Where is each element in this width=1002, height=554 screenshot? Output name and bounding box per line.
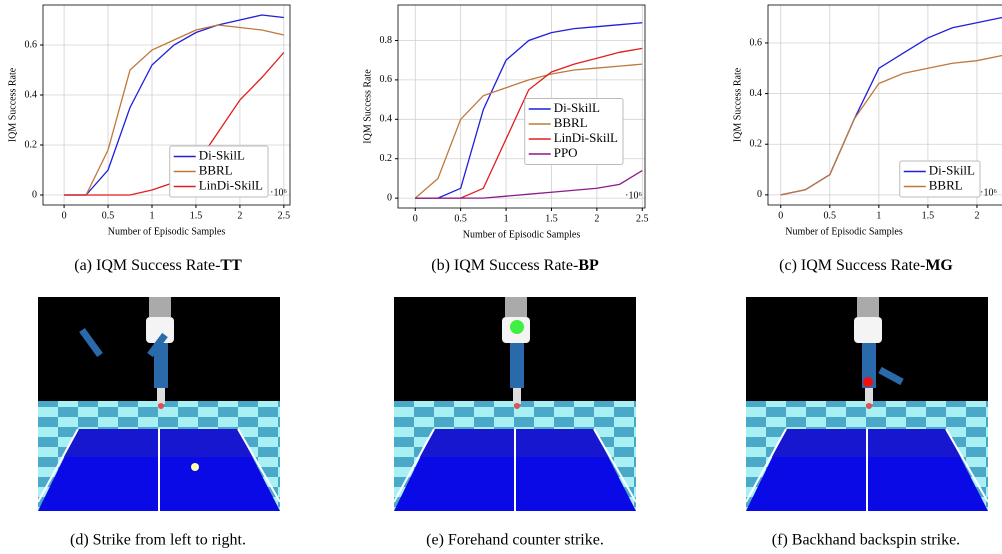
x-tick-label: 1 [504, 213, 509, 224]
image-e [393, 296, 637, 512]
y-axis-title: IQM Success Rate [7, 67, 18, 142]
legend-frame [169, 145, 269, 198]
caption-text: (b) IQM Success Rate- [431, 257, 578, 274]
chart-caption: (a) IQM Success Rate-TT [74, 257, 242, 274]
caption-bold: MG [925, 257, 953, 274]
x-tick-label: 0.5 [824, 210, 837, 221]
legend-label: Di-SkilL [554, 100, 600, 115]
y-tick-label: 0.2 [380, 153, 393, 164]
y-tick-label: 0 [32, 189, 37, 200]
charts: 0 0.2 0.4 0.6 0 0.5 1 1.5 2 2.5 Number of Episodic… [7, 4, 1002, 240]
image-d [37, 296, 281, 512]
x-tick-label: 1 [876, 210, 881, 221]
legend-label: Di-SkilL [929, 162, 975, 177]
x-axis-title: Number of Episodic Samples [108, 226, 226, 237]
legend-label: LinDi-SkilL [199, 177, 263, 192]
chart-caption: (b) IQM Success Rate-BP [431, 257, 599, 274]
chart-caption: (c) IQM Success Rate-MG [779, 257, 953, 274]
y-tick-label: 0 [757, 189, 762, 200]
line-series [414, 63, 643, 199]
x-tick-label: 2 [594, 213, 599, 224]
line-series [415, 22, 643, 199]
legend-label: PPO [554, 145, 578, 160]
x-axis-title: Number of Episodic Samples [463, 229, 581, 240]
y-tick-label: 0.4 [750, 88, 763, 99]
plot-frame [42, 4, 291, 206]
chart: 0 0.2 0.4 0.6 0.8 0 0.5 1 1.5 2 2.5 Number of Episo… [362, 4, 649, 240]
plot-frame [397, 4, 646, 209]
y-tick-label: 0.6 [750, 37, 763, 48]
line-series [64, 24, 284, 196]
legend-label: BBRL [929, 177, 963, 192]
legend-label: BBRL [199, 162, 233, 177]
line-series [64, 14, 284, 196]
x-scale-label: ·10⁶ [980, 187, 997, 198]
y-tick-label: 0.8 [380, 35, 393, 46]
y-tick-label: 0.4 [380, 114, 393, 125]
x-tick-label: 2.5 [278, 210, 291, 221]
chart: 0 0.2 0.4 0.6 0 0.5 1 1.5 2 Number of Episodic Sa… [732, 4, 1002, 237]
x-tick-label: 0.5 [454, 213, 467, 224]
x-axis-title: Number of Episodic Samples [785, 226, 903, 237]
legend-frame [899, 160, 981, 198]
line-series [780, 54, 1002, 196]
image-f [745, 296, 989, 512]
x-tick-label: 2.5 [636, 213, 649, 224]
image-caption: (d) Strike from left to right. [70, 532, 246, 549]
x-tick-label: 0 [413, 213, 418, 224]
y-tick-label: 0.2 [750, 139, 763, 150]
legend-label: LinDi-SkilL [554, 130, 618, 145]
x-scale-label: ·10⁶ [625, 190, 642, 201]
legend-frame [524, 98, 624, 165]
x-tick-label: 0.5 [102, 210, 115, 221]
image-caption: (e) Forehand counter strike. [426, 532, 604, 549]
x-tick-label: 1.5 [922, 210, 935, 221]
x-scale-label: ·10⁶ [270, 187, 287, 198]
y-tick-label: 0.2 [25, 139, 38, 150]
x-tick-label: 1.5 [190, 210, 203, 221]
y-axis-title: IQM Success Rate [732, 67, 743, 142]
x-tick-label: 1 [149, 210, 154, 221]
caption-text: (c) IQM Success Rate- [779, 257, 925, 274]
x-tick-label: 1.5 [545, 213, 558, 224]
caption-bold: BP [578, 257, 599, 274]
line-series [415, 169, 643, 199]
y-tick-label: 0 [387, 192, 392, 203]
x-tick-label: 2 [974, 210, 979, 221]
x-tick-label: 2 [237, 210, 242, 221]
caption-text: (a) IQM Success Rate- [74, 257, 220, 274]
image-caption: (f) Backhand backspin strike. [772, 532, 960, 549]
chart: 0 0.2 0.4 0.6 0 0.5 1 1.5 2 2.5 Number of Episodic… [7, 4, 291, 237]
legend-label: Di-SkilL [199, 147, 245, 162]
caption-bold: TT [220, 257, 242, 274]
y-tick-label: 0.4 [25, 89, 38, 100]
y-tick-label: 0.6 [380, 74, 393, 85]
x-tick-label: 0 [778, 210, 783, 221]
y-tick-label: 0.6 [25, 39, 38, 50]
y-axis-title: IQM Success Rate [362, 69, 373, 144]
x-tick-label: 0 [62, 210, 67, 221]
plot-frame [767, 4, 1002, 206]
legend-label: BBRL [554, 115, 588, 130]
